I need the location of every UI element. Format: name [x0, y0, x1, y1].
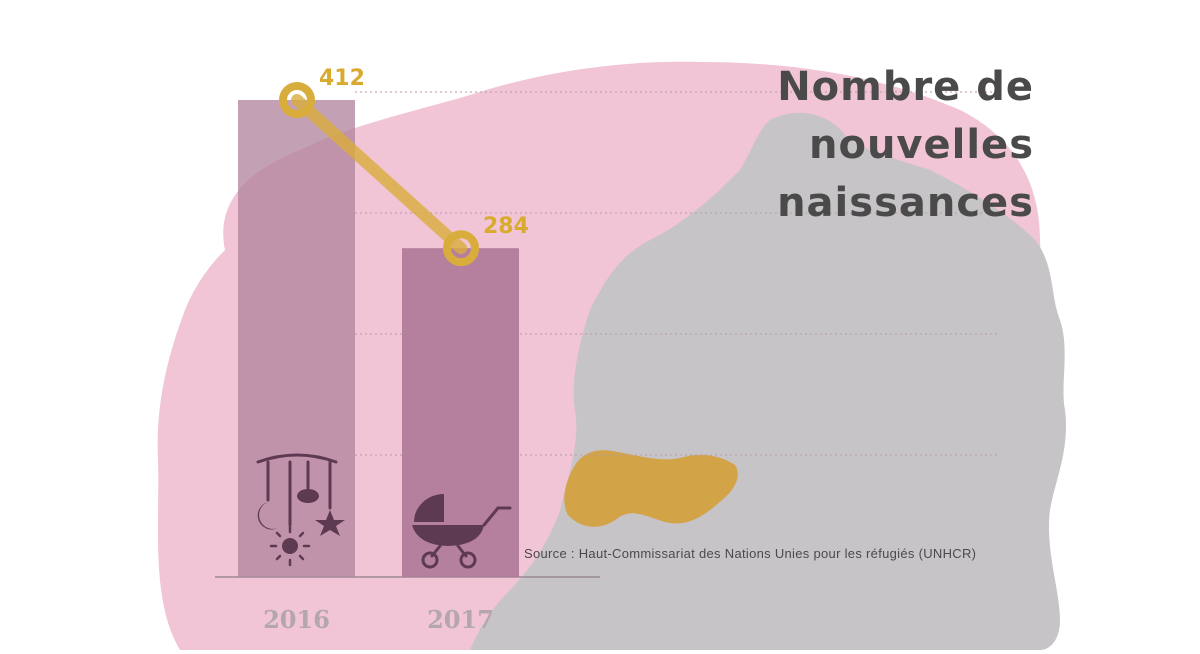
- data-label-2016: 412: [319, 66, 365, 91]
- stroller-icon: [412, 494, 512, 569]
- labels: 2016 2017 412 284: [263, 66, 529, 634]
- point-marker-2016: [279, 82, 315, 118]
- bar-icons: [256, 453, 512, 569]
- chart-title: Nombre de nouvelles naissances: [777, 58, 1034, 232]
- bars: [238, 100, 519, 578]
- baby-mobile-icon: [256, 453, 345, 567]
- title-line-2: nouvelles: [809, 122, 1034, 168]
- bar-2016: [238, 100, 355, 577]
- x-tick-label-2016: 2016: [263, 605, 330, 634]
- bar-2017: [402, 248, 519, 578]
- point-marker-2017: [443, 230, 479, 267]
- title-line-1: Nombre de: [777, 64, 1034, 110]
- x-tick-label-2017: 2017: [427, 605, 494, 634]
- trend-line: [291, 94, 467, 255]
- title-line-3: naissances: [777, 180, 1034, 226]
- trend-line-layer: [279, 82, 479, 267]
- source-note: Source : Haut-Commissariat des Nations U…: [524, 546, 977, 561]
- data-label-2017: 284: [483, 214, 529, 239]
- map-highlight-region: [564, 450, 738, 527]
